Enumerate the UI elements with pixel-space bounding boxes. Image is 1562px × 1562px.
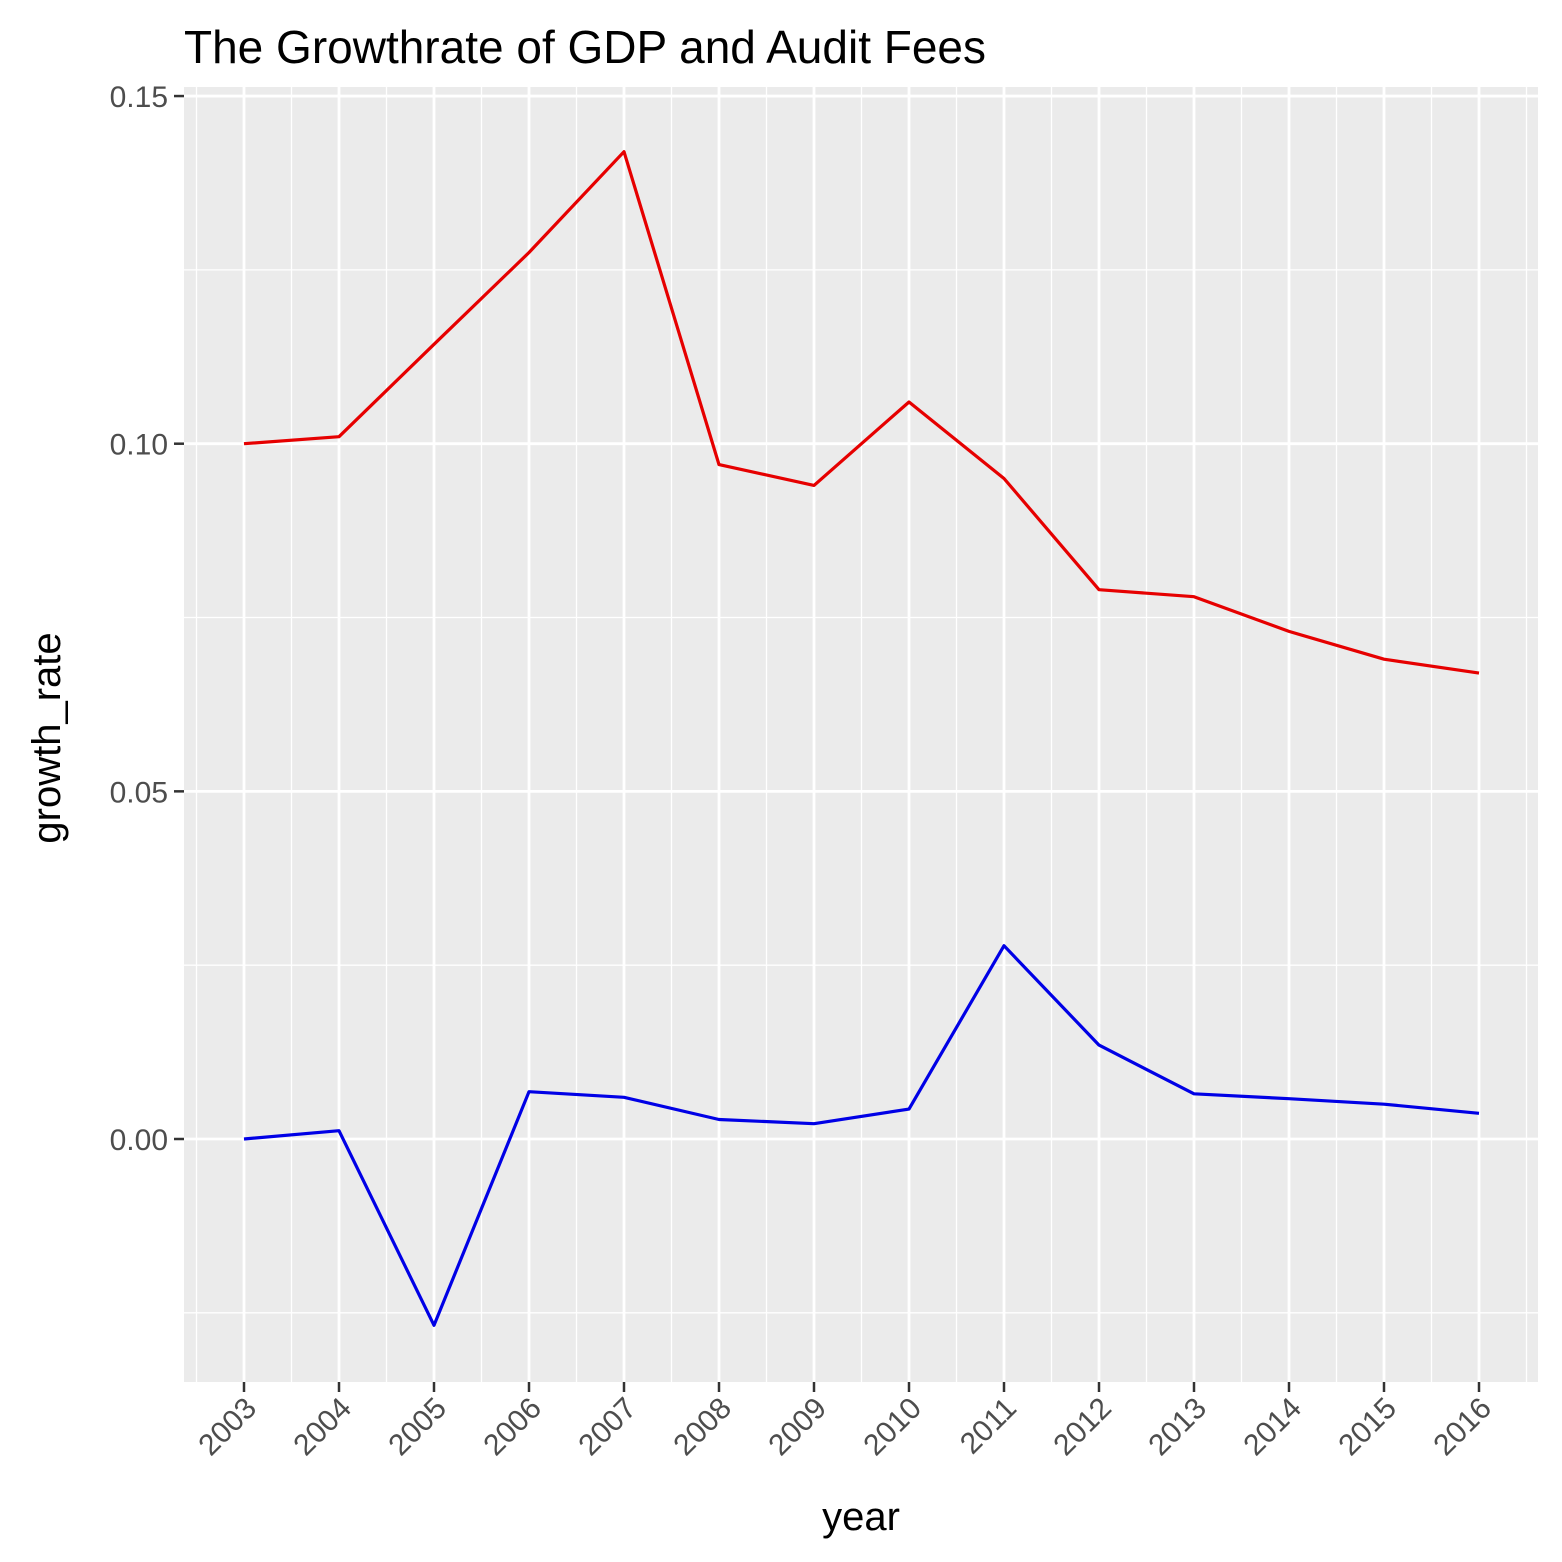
x-axis-title: year bbox=[822, 1495, 900, 1539]
series-line-2 bbox=[243, 944, 1480, 1327]
y-tick-label: 0.10 bbox=[110, 429, 168, 462]
y-tick-label: 0.15 bbox=[110, 81, 168, 114]
series-line-1 bbox=[243, 150, 1480, 675]
y-tick-label: 0.05 bbox=[110, 776, 168, 809]
y-tick-label: 0.00 bbox=[110, 1124, 168, 1157]
y-axis-title: growth_rate bbox=[25, 632, 69, 843]
series-lines bbox=[243, 150, 1480, 1327]
chart-title: The Growthrate of GDP and Audit Fees bbox=[184, 21, 986, 73]
minor-gridlines bbox=[184, 87, 1538, 1382]
y-axis: 0.00 0.05 0.10 0.15 bbox=[110, 81, 184, 1157]
major-gridlines bbox=[184, 87, 1538, 1382]
